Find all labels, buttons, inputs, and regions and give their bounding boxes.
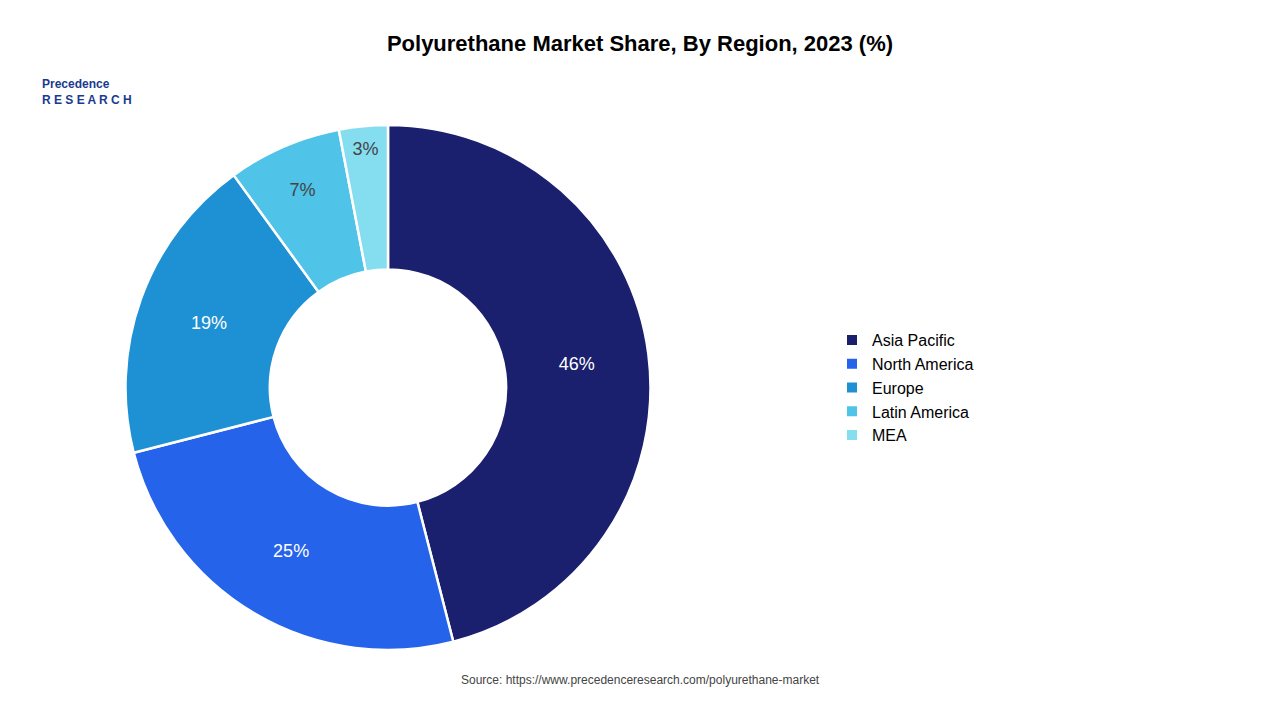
svg-text:MEA: MEA [872,427,907,444]
svg-text:Source: https://www.precedence: Source: https://www.precedenceresearch.c… [461,673,820,687]
svg-text:PrecedenceR E S E A R C H: PrecedenceR E S E A R C H [42,77,132,107]
svg-text:Asia Pacific: Asia Pacific [872,332,955,349]
svg-text:Europe: Europe [872,380,924,397]
svg-text:3%: 3% [352,139,378,159]
svg-text:46%: 46% [559,354,595,374]
svg-text:North America: North America [872,356,973,373]
svg-text:19%: 19% [191,313,227,333]
svg-text:Latin America: Latin America [872,404,969,421]
svg-text:7%: 7% [289,180,315,200]
svg-text:25%: 25% [273,541,309,561]
svg-text:Polyurethane Market Share, By: Polyurethane Market Share, By Region, 20… [387,31,893,56]
